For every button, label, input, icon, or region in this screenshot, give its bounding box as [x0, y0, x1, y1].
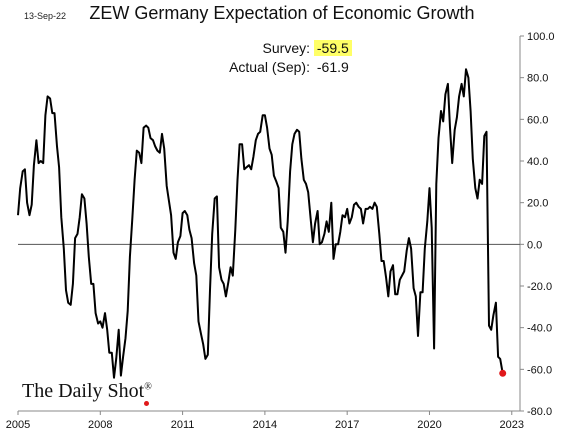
y-tick-label: -80.0	[527, 406, 552, 418]
x-tick-label: 2008	[88, 419, 112, 431]
y-tick-label: 40.0	[527, 156, 548, 168]
y-tick-label: 0.0	[527, 239, 542, 251]
axis-ticks: 100.0 80.0 60.0 40.0 20.0 0.0 -20.0 -40.0 -60.0 -…	[6, 31, 555, 431]
x-tick-label: 2023	[500, 419, 524, 431]
logo-dot	[144, 401, 149, 406]
x-tick-label: 2017	[335, 419, 359, 431]
actual-value: -61.9	[316, 59, 349, 75]
y-tick-label: 60.0	[527, 114, 548, 126]
logo-registered-mark: ®	[144, 381, 152, 393]
survey-label: Survey:	[262, 40, 310, 56]
actual-readout: Actual (Sep): -61.9	[228, 59, 352, 75]
y-tick-label: -40.0	[527, 323, 552, 335]
y-tick-label: 100.0	[527, 31, 555, 43]
x-tick-label: 2005	[6, 419, 30, 431]
the-daily-shot-logo: The Daily Shot®	[22, 380, 152, 403]
chart-axes	[18, 36, 521, 412]
chart-series	[17, 68, 507, 379]
actual-label: Actual (Sep):	[229, 59, 310, 75]
y-tick-label: -20.0	[527, 281, 552, 293]
date-label: 13-Sep-22	[24, 11, 67, 21]
y-tick-label: 80.0	[527, 73, 548, 85]
survey-value: -59.5	[313, 40, 352, 56]
last-point-marker	[499, 369, 507, 377]
x-tick-label: 2014	[253, 419, 277, 431]
x-tick-label: 2020	[417, 419, 441, 431]
y-tick-label: 20.0	[527, 198, 548, 210]
x-tick-label: 2011	[171, 419, 195, 431]
series-line	[17, 68, 504, 379]
logo-text: The Daily Shot	[22, 380, 145, 402]
y-tick-label: -60.0	[527, 364, 552, 376]
chart-title: ZEW Germany Expectation of Economic Grow…	[89, 3, 475, 23]
survey-readout: Survey: -59.5	[228, 40, 352, 56]
